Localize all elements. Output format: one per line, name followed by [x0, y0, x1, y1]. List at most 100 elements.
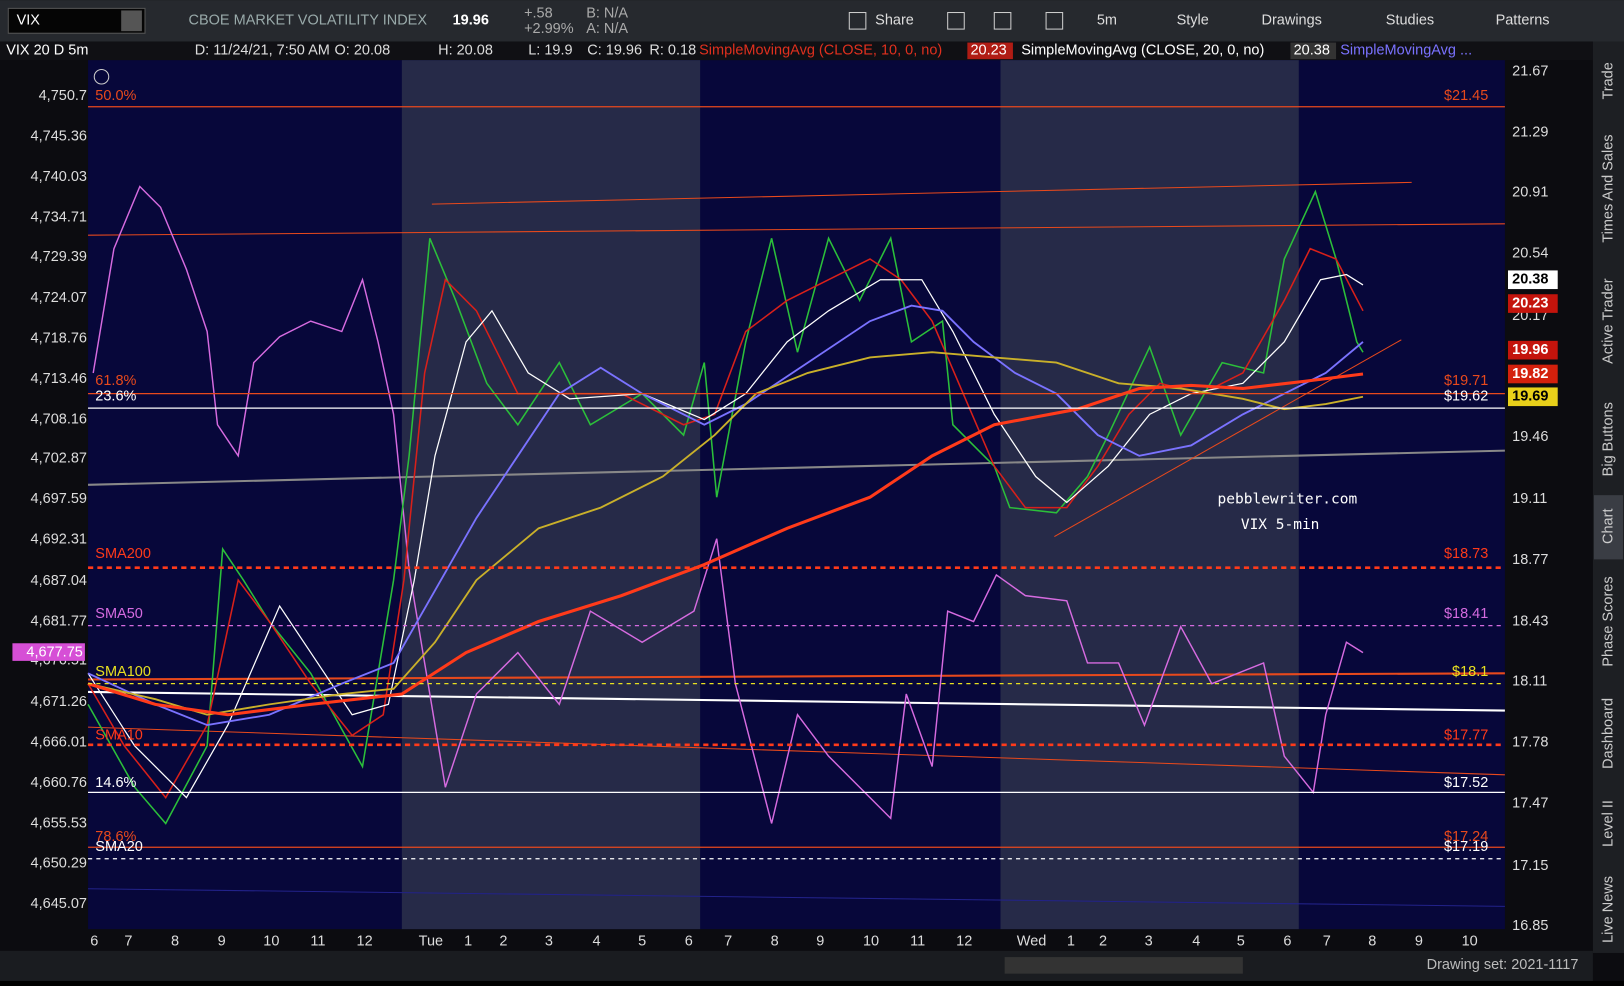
level-label: 14.6% — [95, 775, 136, 791]
sidebar-tab[interactable]: Dashboard — [1600, 698, 1616, 769]
toolbar-icon[interactable] — [848, 12, 867, 30]
x-axis-label: 6 — [685, 933, 693, 949]
toolbar-button[interactable]: Style — [1177, 13, 1209, 29]
ask: A: N/A — [586, 21, 628, 37]
left-axis-label: 4,650.29 — [31, 856, 87, 872]
info-item: 20.23 — [970, 43, 1006, 59]
level-price: $19.62 — [1444, 389, 1488, 405]
left-axis-label: 4,660.76 — [31, 775, 87, 791]
left-axis-label: 4,734.71 — [31, 209, 87, 225]
price — [87, 189, 1364, 825]
x-axis-label: 8 — [171, 933, 179, 949]
toolbar-button[interactable]: 5m — [1097, 13, 1117, 29]
x-axis-label: 8 — [1368, 933, 1376, 949]
sidebar-tab[interactable]: Active Trader — [1600, 278, 1616, 364]
left-axis-label: 4,655.53 — [31, 815, 87, 831]
left-axis-label: 4,745.36 — [31, 129, 87, 145]
x-axis-label: 9 — [816, 933, 824, 949]
right-axis-label: 18.11 — [1512, 673, 1547, 689]
info-item: D: 11/24/21, 7:50 AM — [195, 43, 330, 59]
sidebar-tab[interactable]: Phase Scores — [1600, 576, 1616, 666]
x-axis-label: 6 — [1283, 933, 1291, 949]
price-badge — [1508, 270, 1558, 290]
level-label: 61.8% — [95, 373, 136, 389]
sidebar-tab[interactable]: Chart — [1600, 508, 1616, 543]
right-axis-label: 21.67 — [1512, 63, 1548, 79]
level-label: SMA50 — [95, 606, 143, 622]
alert-icon[interactable] — [93, 68, 110, 85]
price-badge-label: 19.82 — [1512, 366, 1548, 382]
trendline — [431, 181, 1412, 205]
right-axis-label: 17.15 — [1512, 858, 1548, 874]
right-axis-label: 21.29 — [1512, 124, 1548, 140]
left-axis-label: 4,724.07 — [31, 290, 87, 306]
right-axis-label: 17.47 — [1512, 796, 1548, 812]
left-axis-label: 4,740.03 — [31, 169, 87, 185]
info-item: SimpleMovingAvg ... — [1340, 43, 1472, 59]
x-axis-label: 9 — [1415, 933, 1423, 949]
toolbar-icon[interactable] — [993, 12, 1012, 30]
toolbar-button[interactable]: Patterns — [1496, 13, 1550, 29]
level-label: SMA10 — [95, 727, 143, 743]
price-badge-label: 20.23 — [1512, 295, 1548, 311]
info-item: VIX 20 D 5m — [6, 43, 88, 59]
level-price: $18.73 — [1444, 546, 1488, 562]
sidebar-tab-active — [1593, 495, 1623, 560]
x-axis-label: Tue — [419, 933, 443, 949]
x-axis-label: 4 — [1192, 933, 1200, 949]
level-price: $17.77 — [1444, 727, 1488, 743]
x-axis-label: 10 — [863, 933, 879, 949]
x-axis-label: 8 — [771, 933, 779, 949]
sidebar-tab[interactable]: Trade — [1600, 62, 1616, 99]
watermark: pebblewriter.com — [1218, 491, 1358, 507]
x-axis-label: 12 — [956, 933, 972, 949]
drawings — [88, 181, 1505, 907]
right-axis-label: 19.46 — [1512, 429, 1548, 445]
scrollbar[interactable] — [1004, 957, 1243, 974]
sma-10 — [87, 247, 1364, 799]
x-axis-label: 10 — [1462, 933, 1478, 949]
price-badge — [1508, 387, 1558, 407]
x-axis-label: 6 — [90, 933, 98, 949]
level-price: $17.52 — [1444, 775, 1488, 791]
x-axis-label: 11 — [910, 933, 925, 949]
x-axis-label: 1 — [464, 933, 472, 949]
trendline — [88, 888, 1505, 907]
right-axis-label: 20.91 — [1512, 185, 1548, 201]
toolbar-button[interactable]: Studies — [1386, 13, 1434, 29]
left-axis-label: 4,666.01 — [31, 735, 87, 751]
right-axis-label: 17.78 — [1512, 735, 1548, 751]
toolbar-button[interactable]: Drawings — [1262, 13, 1322, 29]
left-axis-label: 4,687.04 — [31, 573, 87, 589]
right-axis-label: 18.77 — [1512, 552, 1548, 568]
status-text: Drawing set: 2021-1117 — [1427, 957, 1579, 973]
level-price: $21.45 — [1444, 88, 1488, 104]
x-axis-label: 10 — [263, 933, 279, 949]
x-axis-label: 3 — [1145, 933, 1153, 949]
value-box — [967, 42, 1013, 60]
symbol-dropdown[interactable] — [121, 10, 142, 32]
sidebar-tab[interactable]: Level II — [1600, 800, 1616, 847]
x-axis-label: Wed — [1017, 933, 1047, 949]
left-axis-label: 4,702.87 — [31, 451, 87, 467]
price-badge-label: 19.96 — [1512, 342, 1548, 358]
toolbar-icon[interactable] — [947, 12, 965, 30]
level-label: 50.0% — [95, 88, 136, 104]
info-bar — [0, 41, 1595, 61]
change-pct: +2.99% — [524, 21, 574, 37]
watermark: VIX 5-min — [1241, 517, 1320, 533]
info-item: C: 19.96 — [587, 43, 642, 59]
price-badge-label: 20.38 — [1512, 272, 1548, 288]
price-badge-label: 19.69 — [1512, 389, 1548, 405]
price-badge — [1508, 364, 1558, 384]
toolbar-icon[interactable] — [1045, 12, 1064, 30]
session-band — [401, 60, 701, 930]
price-badge — [1508, 340, 1558, 360]
sidebar-tab[interactable]: Live News — [1600, 876, 1616, 943]
sidebar-tab[interactable]: Big Buttons — [1600, 402, 1616, 476]
sidebar-tab[interactable]: Times And Sales — [1600, 134, 1616, 242]
toolbar-button[interactable]: Share — [875, 13, 914, 29]
left-axis-label: 4,671.26 — [31, 694, 87, 710]
bid: B: N/A — [586, 5, 628, 21]
